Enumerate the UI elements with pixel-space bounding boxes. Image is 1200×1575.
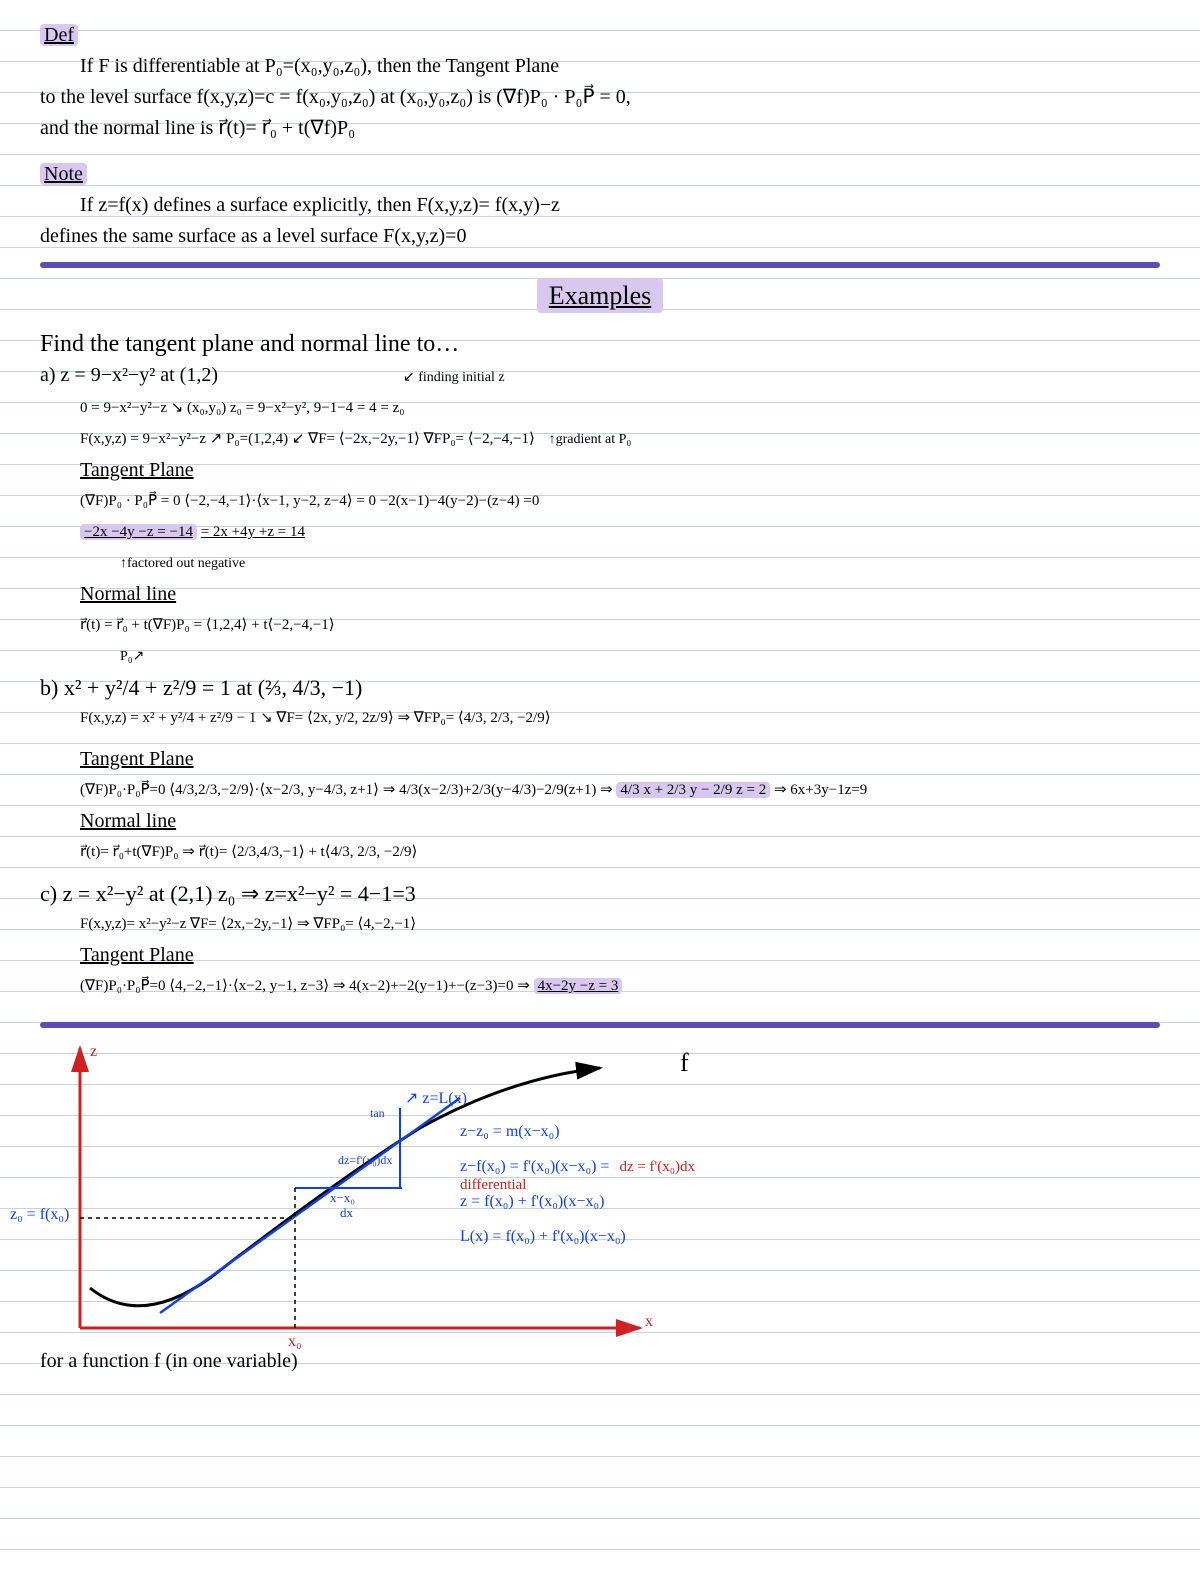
ex-a-tp-heading-text: Tangent Plane	[80, 459, 194, 481]
label-zL: ↗ z=L(x)	[405, 1088, 467, 1108]
ex-a-l1: 0 = 9−x²−y²−z ↘ (x₀,y₀) z₀ = 9−x²−y², 9−…	[40, 393, 1160, 424]
examples-heading: Examples	[537, 278, 664, 313]
ex-b-nl-heading-text: Normal line	[80, 810, 176, 832]
ex-b-l1: F(x,y,z) = x² + y²/4 + z²/9 − 1 ↘ ∇F= ⟨2…	[40, 703, 1160, 734]
ex-a-l2: F(x,y,z) = 9−x²−y²−z ↗ P₀=(1,2,4) ↙ ∇F= …	[80, 431, 535, 447]
ex-c-tp1: (∇F)P₀·P₀P⃗=0 ⟨4,−2,−1⟩·⟨x−2, y−1, z−3⟩ …	[80, 978, 534, 994]
ex-c-tp1-hl: 4x−2y −z = 3	[534, 978, 623, 994]
ex-a-tp-heading: Tangent Plane	[40, 455, 1160, 486]
ex-a-nl: r⃗(t) = r⃗₀ + t(∇F)P₀ = ⟨1,2,4⟩ + t⟨−2,−…	[80, 617, 335, 633]
def-line3: and the normal line is r⃗(t)= r⃗₀ + t(∇f…	[40, 113, 1160, 144]
ex-a-tp2-hl: −2x −4y −z = −14	[80, 524, 197, 540]
note-line2: defines the same surface as a level surf…	[40, 221, 1160, 252]
divider-2	[40, 1022, 1160, 1028]
label-dz: dz=f'(x₀)dx	[338, 1153, 392, 1168]
note-heading-text: Note	[40, 163, 87, 185]
divider-1	[40, 262, 1160, 268]
ex-a-nl-heading-text: Normal line	[80, 583, 176, 605]
ex-b-tp1-row: (∇F)P₀·P₀P⃗=0 ⟨4/3,2/3,−2/9⟩·⟨x−2/3, y−4…	[40, 775, 1160, 806]
ex-b-tp1-hl: 4/3 x + 2/3 y − 2/9 z = 2	[616, 782, 770, 798]
page-content: Def If F is differentiable at P₀=(x₀,y₀,…	[40, 20, 1160, 1377]
ex-a-anno-top: ↙ finding initial z	[403, 370, 505, 385]
linearization-graph: z x x₀ f z₀ = f(x₀) ↗ z=L(x) tan x−x₀ dx…	[40, 1038, 740, 1338]
ex-a-nl-heading: Normal line	[40, 579, 1160, 610]
ex-c-l1: F(x,y,z)= x²−y²−z ∇F= ⟨2x,−2y,−1⟩ ⇒ ∇FP₀…	[40, 909, 1160, 940]
label-f: f	[680, 1048, 689, 1078]
label-x0: x₀	[288, 1333, 302, 1351]
graph-caption: for a function f (in one variable)	[40, 1346, 1160, 1377]
ex-c-tp1-row: (∇F)P₀·P₀P⃗=0 ⟨4,−2,−1⟩·⟨x−2, y−1, z−3⟩ …	[40, 971, 1160, 1002]
label-dx: dx	[340, 1205, 353, 1221]
label-z: z	[90, 1043, 97, 1061]
ex-b-tp1: (∇F)P₀·P₀P⃗=0 ⟨4/3,2/3,−2/9⟩·⟨x−2/3, y−4…	[80, 782, 613, 798]
ex-b-tp-heading-text: Tangent Plane	[80, 748, 194, 770]
ex-b-nl-heading: Normal line	[40, 806, 1160, 837]
label-eq1: z−z₀ = m(x−x₀)	[460, 1123, 560, 1141]
ex-a-tp2-anno: ↑factored out negative	[40, 548, 1160, 579]
ex-b-tp-heading: Tangent Plane	[40, 744, 1160, 775]
ex-a-nl-row: r⃗(t) = r⃗₀ + t(∇F)P₀ = ⟨1,2,4⟩ + t⟨−2,−…	[40, 610, 1160, 641]
note-line1: If z=f(x) defines a surface explicitly, …	[40, 190, 1160, 221]
ex-b-tp1-tail: ⇒ 6x+3y−1z=9	[774, 782, 867, 798]
ex-b-nl: r⃗(t)= r⃗₀+t(∇F)P₀ ⇒ r⃗(t)= ⟨2/3,4/3,−1⟩…	[40, 837, 1160, 868]
def-line2: to the level surface f(x,y,z)=c = f(x₀,y…	[40, 82, 1160, 113]
tangent-line	[160, 1098, 460, 1313]
label-eq3: z = f(x₀) + f'(x₀)(x−x₀)	[460, 1193, 604, 1211]
label-tan: tan	[370, 1106, 385, 1121]
def-heading: Def	[40, 20, 1160, 51]
ex-c-tp-heading-text: Tangent Plane	[80, 944, 194, 966]
ex-a-title: a) z = 9−x²−y² at (1,2)	[40, 364, 218, 386]
ex-a-title-row: a) z = 9−x²−y² at (1,2) ↙ finding initia…	[40, 360, 1160, 393]
ex-a-nl-anno: P₀↗	[40, 641, 1160, 672]
ex-a-tp2-row: −2x −4y −z = −14 = 2x +4y +z = 14	[40, 517, 1160, 548]
def-heading-text: Def	[40, 24, 78, 46]
def-line1: If F is differentiable at P₀=(x₀,y₀,z₀),…	[40, 51, 1160, 82]
examples-heading-row: Examples	[40, 278, 1160, 314]
label-z0fx0: z₀ = f(x₀)	[10, 1206, 69, 1224]
examples-prompt: Find the tangent plane and normal line t…	[40, 329, 1160, 360]
ex-a-tp2-rest: = 2x +4y +z = 14	[201, 524, 305, 540]
ex-b-title: b) x² + y²/4 + z²/9 = 1 at (⅔, 4/3, −1)	[40, 672, 1160, 703]
ex-c-title: c) z = x²−y² at (2,1) z₀ ⇒ z=x²−y² = 4−1…	[40, 878, 1160, 909]
ex-a-l2-row: F(x,y,z) = 9−x²−y²−z ↗ P₀=(1,2,4) ↙ ∇F= …	[40, 424, 1160, 455]
label-xmx0: x−x₀	[330, 1190, 355, 1206]
label-eq2-row: z−f(x₀) = f'(x₀)(x−x₀) = dz = f'(x₀)dx d…	[460, 1158, 740, 1194]
label-eq4: L(x) = f(x₀) + f'(x₀)(x−x₀)	[460, 1228, 626, 1246]
label-eq2: z−f(x₀) = f'(x₀)(x−x₀) =	[460, 1158, 609, 1175]
label-x: x	[645, 1313, 653, 1331]
ex-a-tp1: (∇F)P₀ · P₀P⃗ = 0 ⟨−2,−4,−1⟩·⟨x−1, y−2, …	[40, 486, 1160, 517]
ex-a-l2-anno: ↑gradient at P₀	[549, 432, 632, 447]
ex-c-tp-heading: Tangent Plane	[40, 940, 1160, 971]
note-heading: Note	[40, 159, 1160, 190]
